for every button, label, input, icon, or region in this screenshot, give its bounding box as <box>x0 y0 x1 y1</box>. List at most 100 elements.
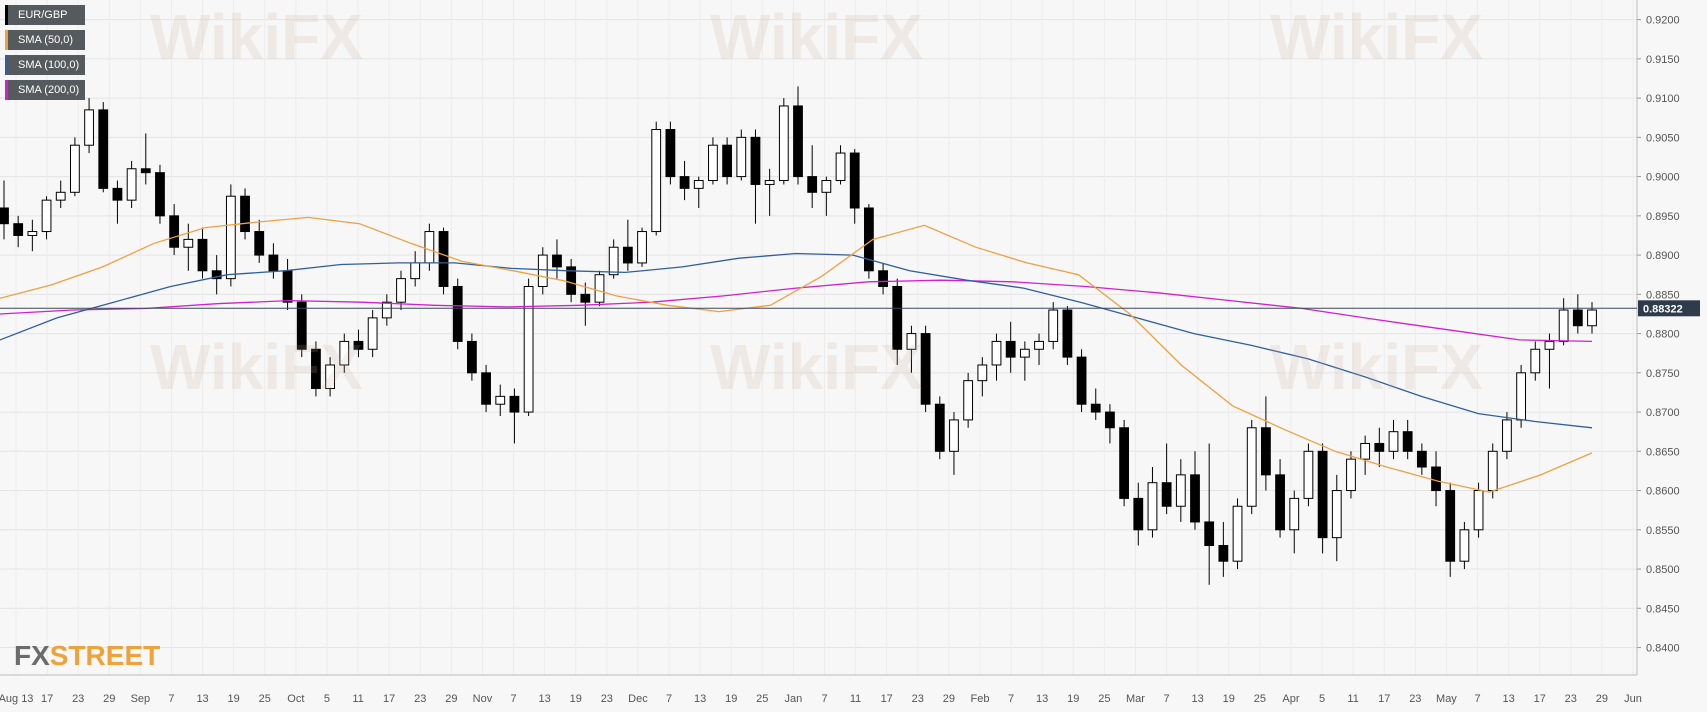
y-tick-label: 0.8650 <box>1646 446 1680 458</box>
x-tick-label: 17 <box>1378 693 1390 705</box>
candle-up <box>1303 450 1314 499</box>
x-tick-label: 7 <box>1008 693 1014 705</box>
candle-up <box>1346 458 1356 492</box>
candle-up <box>84 109 94 146</box>
candle-down <box>140 168 151 174</box>
candle-down <box>13 223 24 236</box>
candle-down <box>1402 431 1413 452</box>
x-tick-label: 13 <box>1192 693 1204 705</box>
y-tick-label: 0.8500 <box>1646 564 1680 576</box>
candle-up <box>410 262 421 280</box>
candle-down <box>1260 427 1271 476</box>
legend-item-sma100[interactable]: SMA (100,0) <box>5 55 86 75</box>
x-tick-label: 29 <box>1596 693 1608 705</box>
candle-up <box>367 317 378 350</box>
legend-item-sma50[interactable]: SMA (50,0) <box>5 30 86 50</box>
x-tick-label: 29 <box>103 693 115 705</box>
candle-down <box>1416 450 1427 468</box>
candle-up <box>764 180 775 185</box>
candle-down <box>1374 442 1385 452</box>
candle-down <box>1105 411 1115 429</box>
x-tick-label: Feb <box>970 693 989 705</box>
x-tick-label: 25 <box>1098 693 1110 705</box>
candle-up <box>69 144 80 193</box>
x-tick-label: 19 <box>228 693 240 705</box>
candle-up <box>1516 372 1527 421</box>
candle-down <box>1317 450 1328 539</box>
candle-up <box>1388 431 1399 452</box>
sma-200-line <box>0 279 1593 343</box>
candle-down <box>268 254 279 272</box>
candle-down <box>1062 309 1073 358</box>
candle-up <box>963 380 974 421</box>
candle-down <box>580 293 591 303</box>
candle-up <box>651 129 662 233</box>
x-tick-label: May <box>1436 693 1457 705</box>
y-tick-label: 0.8400 <box>1646 643 1680 655</box>
y-tick-label: 0.9200 <box>1646 15 1680 27</box>
candle-down <box>282 270 293 303</box>
x-tick-label: 23 <box>414 693 426 705</box>
candle-down <box>1133 497 1144 531</box>
candle-up <box>495 395 506 405</box>
x-tick-label: 29 <box>445 693 457 705</box>
legend-item-eurgbp[interactable]: EUR/GBP <box>5 5 86 25</box>
candle-down <box>622 246 633 264</box>
candle-up <box>1558 309 1569 342</box>
brand-fx: FX <box>14 640 50 671</box>
candle-down <box>1005 340 1016 358</box>
x-tick-label: Mar <box>1126 693 1145 705</box>
candle-down <box>793 105 803 178</box>
x-tick-label: 5 <box>324 693 330 705</box>
y-tick-label: 0.9050 <box>1646 132 1680 144</box>
legend-item-sma200[interactable]: SMA (200,0) <box>5 80 86 100</box>
x-tick-label: 7 <box>666 693 672 705</box>
candle-down <box>1119 427 1130 499</box>
candle-up <box>1530 348 1541 374</box>
candle-up <box>537 254 548 287</box>
x-tick-label: Aug 13 <box>0 693 33 705</box>
candle-up <box>1360 442 1371 460</box>
candle-up <box>1487 450 1498 492</box>
candle-down <box>1572 309 1583 327</box>
x-tick-label: 13 <box>694 693 706 705</box>
y-tick-label: 0.8800 <box>1646 329 1680 341</box>
x-tick-label: 23 <box>601 693 613 705</box>
candle-up <box>183 238 194 248</box>
x-tick-label: Dec <box>628 693 648 705</box>
x-tick-label: 23 <box>912 693 924 705</box>
y-tick-label: 0.8900 <box>1646 250 1680 262</box>
candle-down <box>169 215 180 248</box>
x-tick-label: 17 <box>1534 693 1546 705</box>
candle-down <box>552 254 562 268</box>
candle-up <box>396 278 406 303</box>
candle-down <box>1161 482 1172 507</box>
candle-down <box>509 395 520 413</box>
x-tick-label: 7 <box>510 693 516 705</box>
candle-up <box>1232 505 1243 562</box>
x-tick-label: 5 <box>1319 693 1325 705</box>
x-tick-label: 17 <box>881 693 893 705</box>
candle-down <box>934 403 945 452</box>
plot-area <box>0 0 1637 675</box>
fxstreet-logo: FXSTREET <box>14 640 160 672</box>
x-tick-label: 29 <box>943 693 955 705</box>
candle-up <box>1246 427 1257 507</box>
candle-up <box>1544 340 1555 350</box>
x-tick-label: 25 <box>756 693 768 705</box>
brand-street: STREET <box>49 640 161 671</box>
candle-up <box>225 195 236 280</box>
x-tick-label: Oct <box>287 693 304 705</box>
x-tick-label: Jun <box>1624 693 1642 705</box>
x-tick-label: Sep <box>131 693 151 705</box>
x-tick-label: 13 <box>196 693 208 705</box>
candle-up <box>1459 529 1470 562</box>
y-tick-label: 0.8950 <box>1646 211 1680 223</box>
candle-up <box>906 333 917 350</box>
candle-down <box>240 195 250 233</box>
candle-down <box>665 129 676 178</box>
x-tick-label: 7 <box>1163 693 1169 705</box>
candle-down <box>750 136 761 185</box>
candle-up <box>1289 497 1300 531</box>
legend: EUR/GBP SMA (50,0) SMA (100,0) SMA (200,… <box>5 5 86 105</box>
